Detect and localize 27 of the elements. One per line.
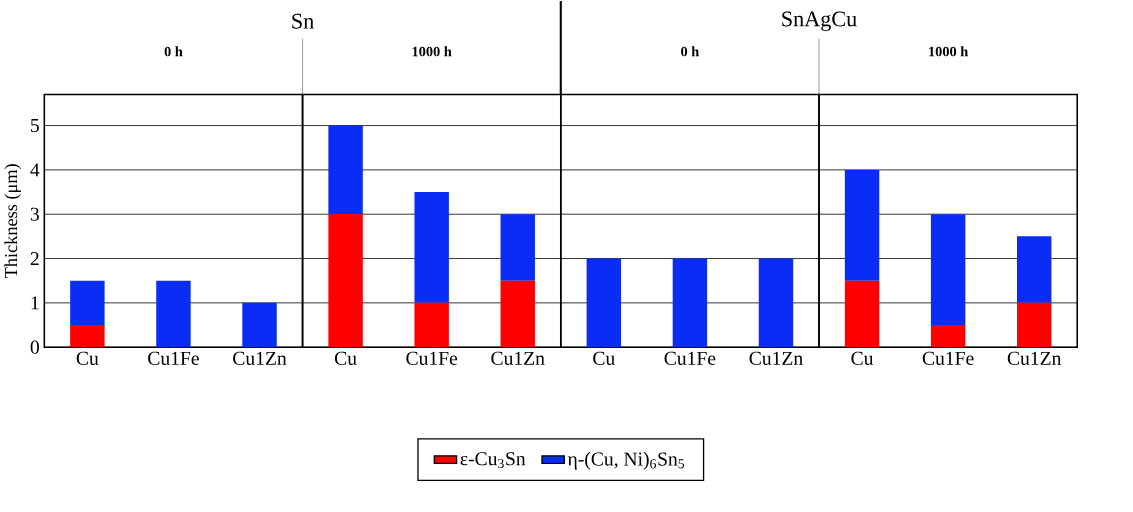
x-tick-label: Cu1Zn	[749, 351, 803, 366]
x-tick-label: Cu	[593, 351, 615, 366]
x-tick-label: Cu1Zn	[233, 351, 287, 366]
chart-title: 1000 h	[929, 46, 969, 57]
y-tick-label: 5	[31, 119, 39, 133]
chart-title: 0 h	[681, 46, 700, 57]
legend-label: ε-Cu$_{3}$Sn	[460, 452, 526, 469]
x-tick-label: Cu1Zn	[491, 351, 545, 366]
legend-label: η-(Cu, Ni)$_{6}$Sn$_{5}$	[567, 452, 685, 470]
y-tick-label: 1	[31, 296, 39, 310]
text: Sn	[292, 13, 314, 29]
x-tick-label: Cu1Fe	[664, 351, 716, 366]
x-tick-label: Cu1Fe	[922, 351, 974, 366]
chart-title: 0 h	[164, 46, 183, 57]
y-axis-title: Thickness (μm)	[4, 164, 21, 279]
chart-title: 1000 h	[412, 46, 452, 57]
x-tick-label: Cu1Fe	[406, 351, 458, 366]
x-tick-label: Cu1Fe	[148, 351, 199, 366]
x-tick-label: Cu	[334, 351, 357, 366]
x-tick-label: Cu1Zn	[1007, 351, 1062, 366]
y-tick-label: 4	[30, 163, 40, 177]
y-tick-label: 3	[30, 207, 39, 221]
y-tick-label: 2	[30, 252, 39, 266]
y-tick-label: 0	[30, 340, 39, 354]
text: SnAgCu	[782, 11, 857, 32]
x-tick-label: Cu	[851, 351, 874, 366]
x-tick-label: Cu	[76, 351, 99, 366]
